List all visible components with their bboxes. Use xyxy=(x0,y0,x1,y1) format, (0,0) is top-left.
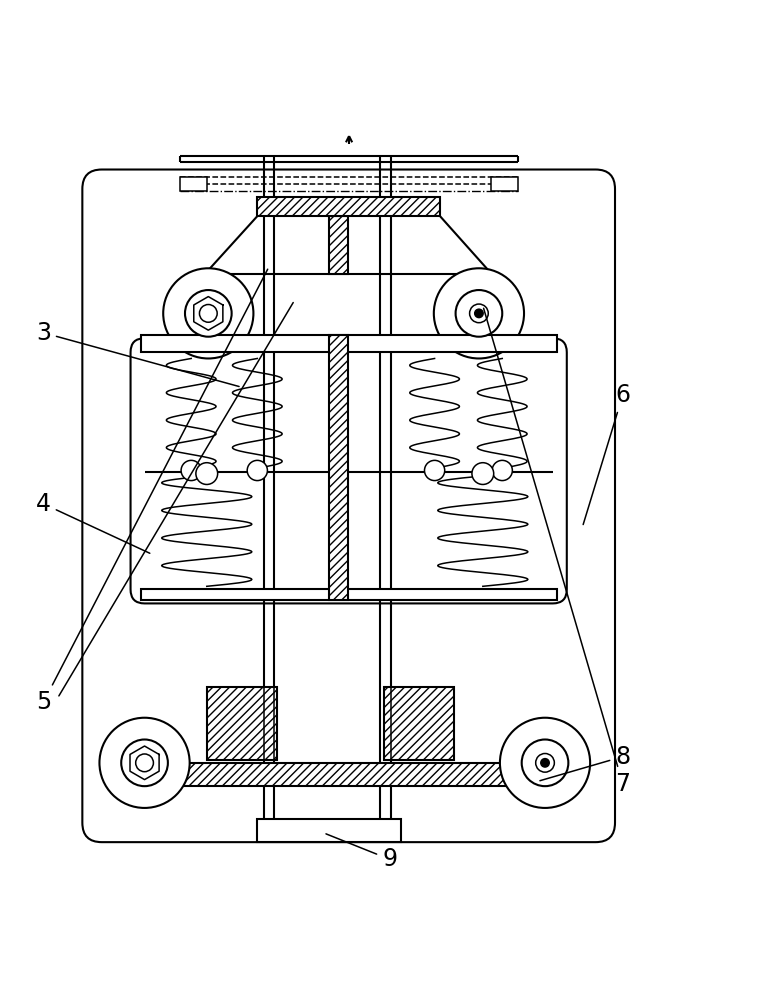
Circle shape xyxy=(541,759,549,767)
Bar xyxy=(141,335,557,352)
Bar xyxy=(384,687,454,760)
FancyBboxPatch shape xyxy=(131,338,567,603)
Circle shape xyxy=(185,290,231,337)
Circle shape xyxy=(522,740,569,786)
FancyBboxPatch shape xyxy=(83,170,615,842)
Circle shape xyxy=(425,460,445,481)
Circle shape xyxy=(136,754,153,772)
Circle shape xyxy=(434,268,524,358)
Circle shape xyxy=(196,463,217,484)
Circle shape xyxy=(122,740,168,786)
Text: 7: 7 xyxy=(484,308,630,796)
Text: 5: 5 xyxy=(36,269,268,714)
Circle shape xyxy=(536,754,555,772)
Text: 8: 8 xyxy=(540,745,630,781)
Circle shape xyxy=(164,268,253,358)
Circle shape xyxy=(247,460,267,481)
Bar xyxy=(329,335,348,600)
Bar xyxy=(491,177,518,191)
Circle shape xyxy=(456,290,502,337)
Text: 9: 9 xyxy=(326,834,397,871)
Text: 4: 4 xyxy=(36,492,150,553)
Text: 3: 3 xyxy=(36,321,239,387)
Circle shape xyxy=(474,309,483,318)
Circle shape xyxy=(472,463,494,484)
Text: 6: 6 xyxy=(583,383,630,525)
Circle shape xyxy=(470,304,488,323)
Bar xyxy=(257,819,401,842)
Bar xyxy=(206,687,277,760)
Circle shape xyxy=(199,305,217,322)
Bar xyxy=(179,177,206,191)
Bar xyxy=(141,589,557,600)
Circle shape xyxy=(181,460,201,481)
Circle shape xyxy=(500,718,590,808)
Bar xyxy=(257,197,440,216)
Circle shape xyxy=(492,460,513,481)
Bar xyxy=(122,763,538,786)
Bar xyxy=(329,216,348,274)
Circle shape xyxy=(100,718,189,808)
